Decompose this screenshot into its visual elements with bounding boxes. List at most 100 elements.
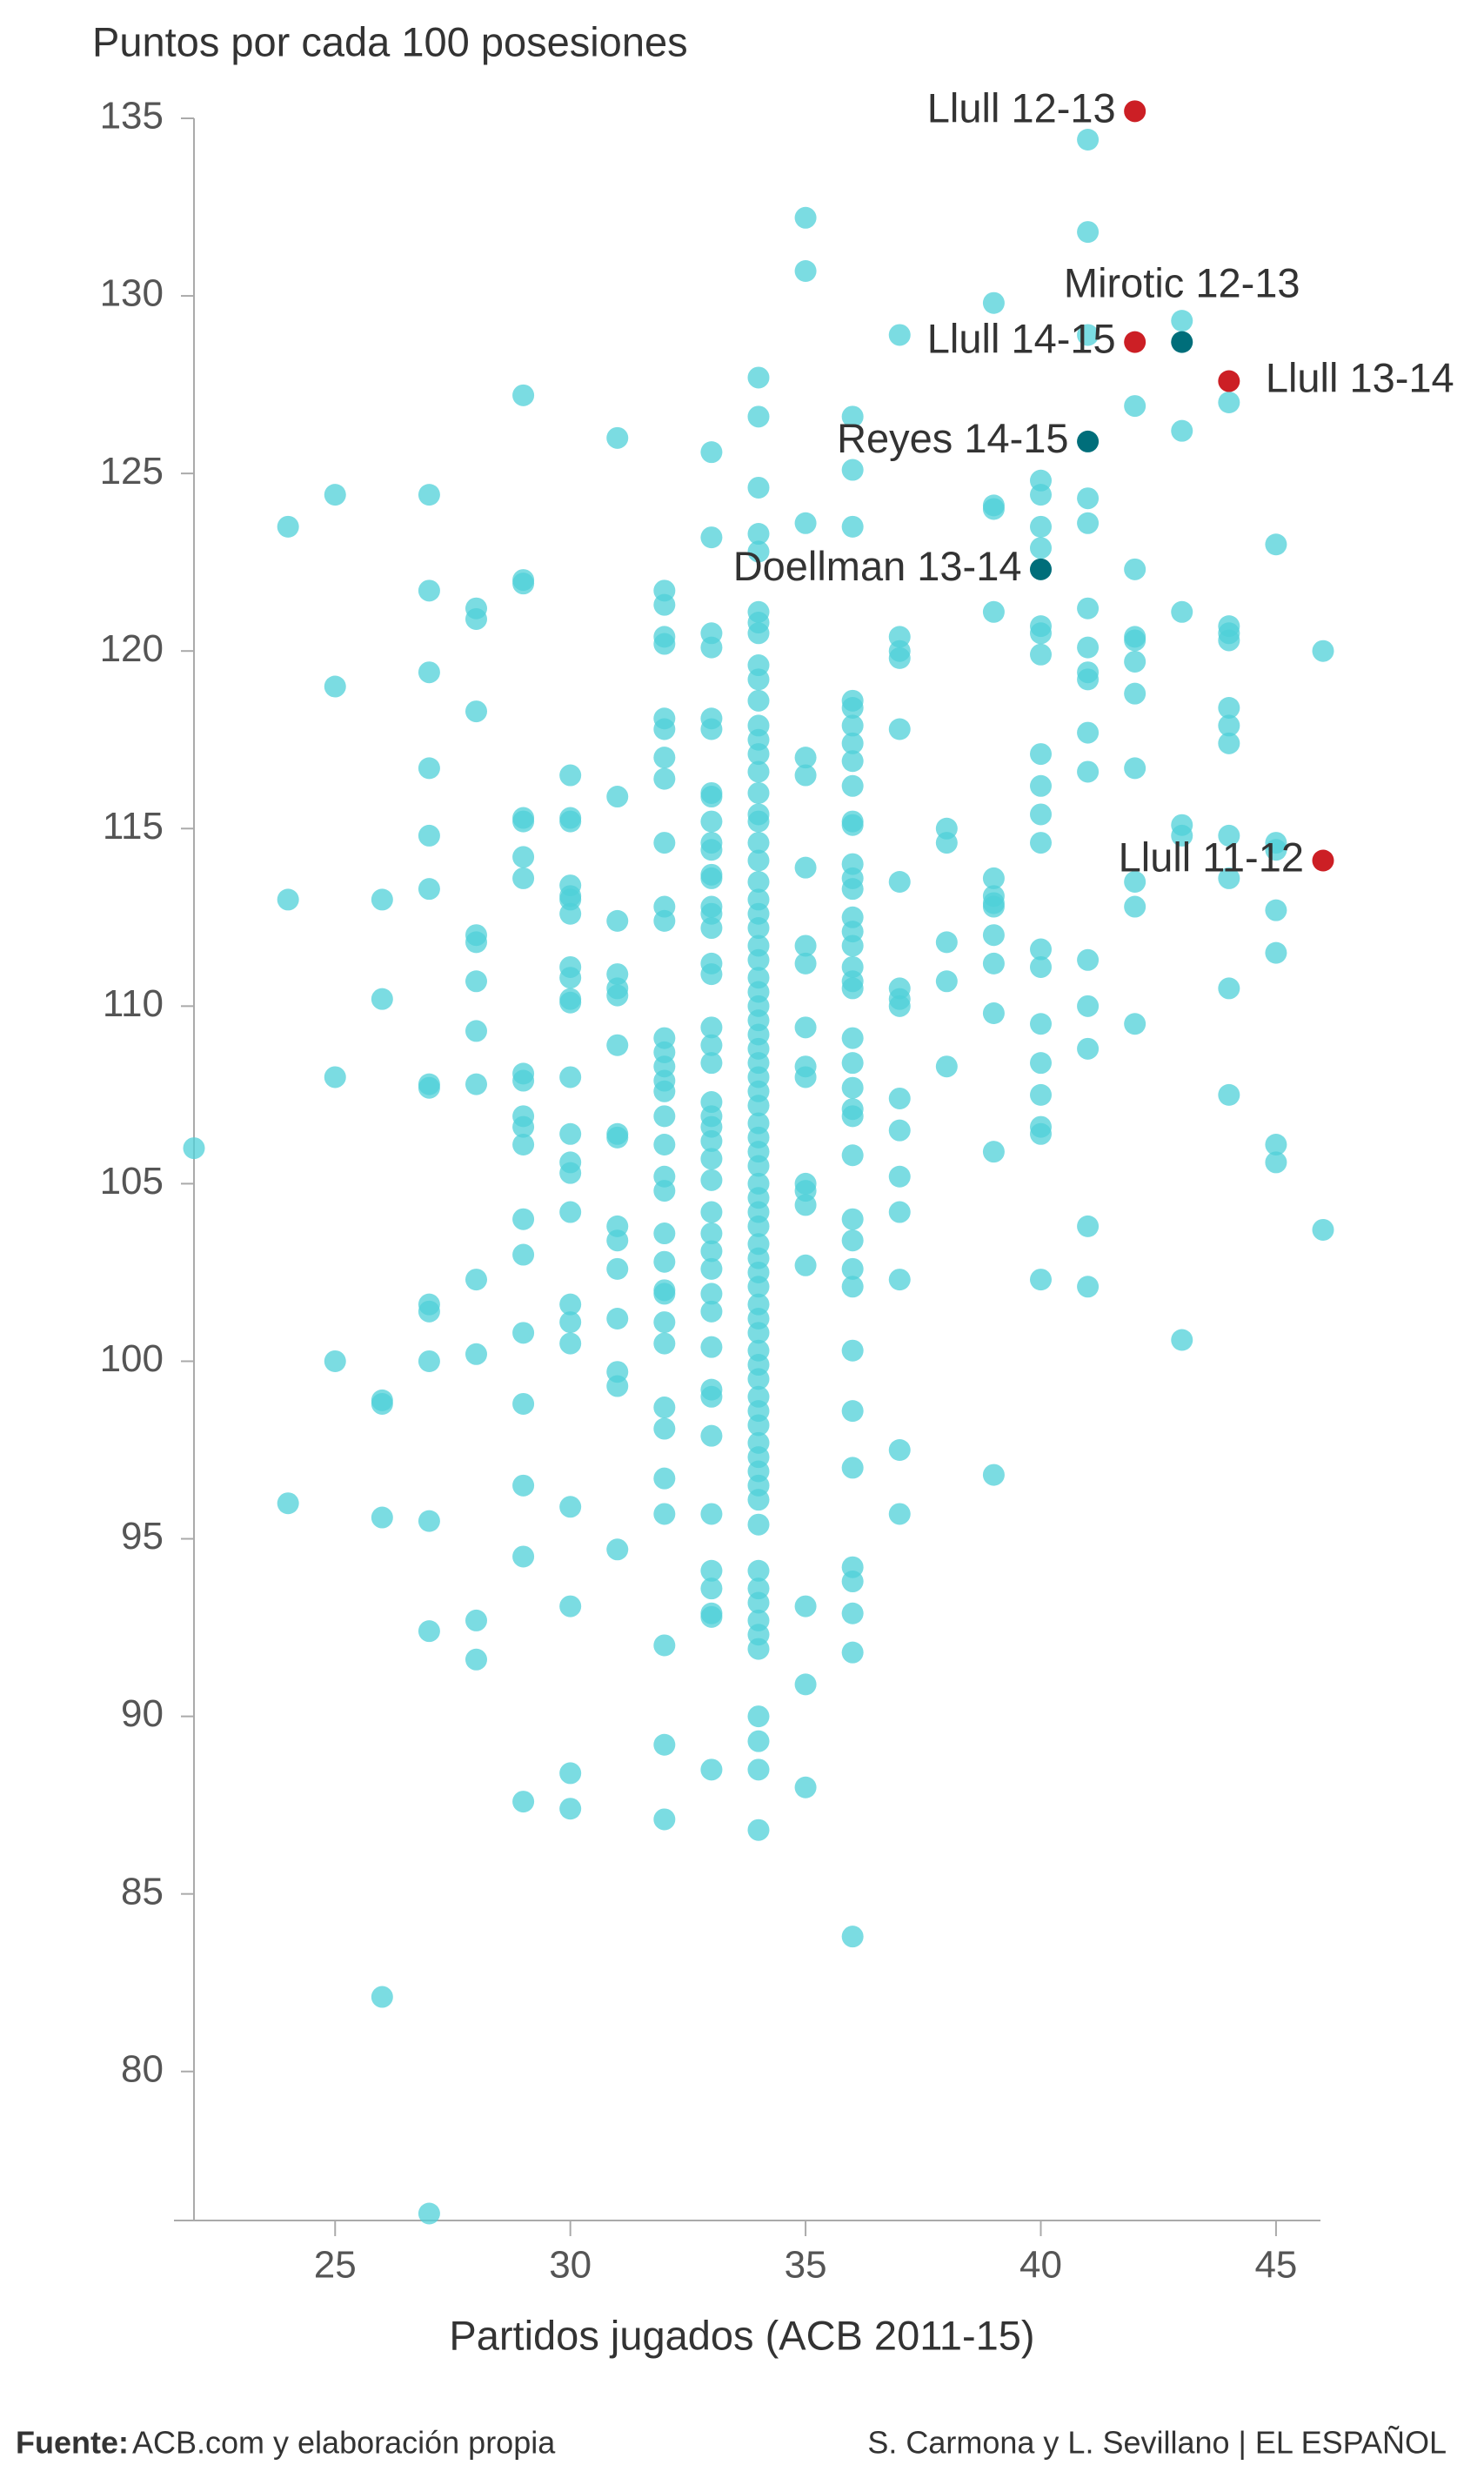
point (1077, 721, 1100, 744)
point (559, 1122, 582, 1145)
point (747, 760, 770, 783)
point (700, 839, 723, 861)
point (841, 459, 864, 481)
point (606, 1375, 629, 1397)
point (559, 1311, 582, 1334)
point (653, 1180, 676, 1202)
point (747, 476, 770, 499)
point (747, 1276, 770, 1298)
point (888, 718, 911, 740)
point (418, 661, 440, 684)
point (606, 1034, 629, 1056)
point (559, 810, 582, 833)
point (747, 1559, 770, 1582)
point (888, 324, 911, 346)
point (794, 206, 817, 229)
point (465, 931, 487, 954)
point (418, 824, 440, 847)
point (794, 1016, 817, 1039)
point (559, 1595, 582, 1618)
point (747, 622, 770, 645)
point (1030, 537, 1052, 559)
point (1124, 1013, 1146, 1035)
point (794, 1673, 817, 1696)
point (324, 675, 346, 698)
x-tick-label: 40 (1019, 2244, 1062, 2287)
point (935, 931, 958, 954)
point (747, 1414, 770, 1437)
point (653, 1105, 676, 1128)
point (841, 1339, 864, 1362)
point (982, 924, 1005, 947)
point (512, 867, 535, 889)
point (841, 934, 864, 957)
x-tick-label: 35 (785, 2244, 827, 2287)
point (982, 291, 1005, 314)
point (747, 1758, 770, 1781)
point (700, 786, 723, 808)
point (794, 1776, 817, 1798)
point (1218, 867, 1240, 889)
point (418, 579, 440, 602)
y-tick-label: 100 (100, 1337, 164, 1380)
point (1077, 512, 1100, 534)
point (888, 870, 911, 893)
point (606, 426, 629, 449)
point (606, 1257, 629, 1280)
point (418, 878, 440, 901)
point (653, 593, 676, 616)
point (1030, 832, 1052, 854)
point (653, 909, 676, 932)
point (888, 1165, 911, 1188)
point (700, 963, 723, 986)
point (794, 952, 817, 975)
point (559, 1798, 582, 1820)
point (700, 1016, 723, 1039)
y-tick-label: 80 (121, 2047, 164, 2090)
x-tick-label: 25 (314, 2244, 357, 2287)
point (747, 832, 770, 854)
point (747, 405, 770, 428)
point (794, 1254, 817, 1276)
point (653, 1808, 676, 1831)
highlight-label: Llull 13-14 (1266, 354, 1454, 400)
point (512, 1134, 535, 1156)
point (841, 1276, 864, 1298)
point (1077, 1276, 1100, 1298)
x-axis-label: Partidos jugados (ACB 2011-15) (449, 2312, 1034, 2358)
point (982, 600, 1005, 623)
point (1218, 629, 1240, 652)
point (841, 1208, 864, 1230)
point (653, 1080, 676, 1102)
point (1218, 977, 1240, 1000)
point (1265, 1151, 1287, 1174)
point (653, 832, 676, 854)
point (1171, 419, 1193, 442)
point (1124, 757, 1146, 780)
point (653, 1634, 676, 1657)
highlight-label: Reyes 14-15 (837, 415, 1069, 461)
point (1265, 899, 1287, 921)
point (1265, 1134, 1287, 1156)
point (371, 1506, 393, 1529)
point (700, 1605, 723, 1628)
point (841, 515, 864, 538)
point (794, 259, 817, 282)
point (700, 1148, 723, 1170)
point (700, 1222, 723, 1245)
point (371, 988, 393, 1010)
point (700, 1559, 723, 1582)
point (1218, 1083, 1240, 1106)
point (1171, 600, 1193, 623)
point (747, 668, 770, 691)
point (700, 1240, 723, 1263)
point (559, 764, 582, 787)
highlight-label: Llull 12-13 (927, 84, 1116, 131)
point (700, 1385, 723, 1408)
point (1124, 558, 1146, 580)
point (1030, 1083, 1052, 1106)
point (841, 1571, 864, 1593)
point (747, 1215, 770, 1237)
chart-title: Puntos por cada 100 posesiones (92, 18, 688, 64)
point (841, 1076, 864, 1099)
